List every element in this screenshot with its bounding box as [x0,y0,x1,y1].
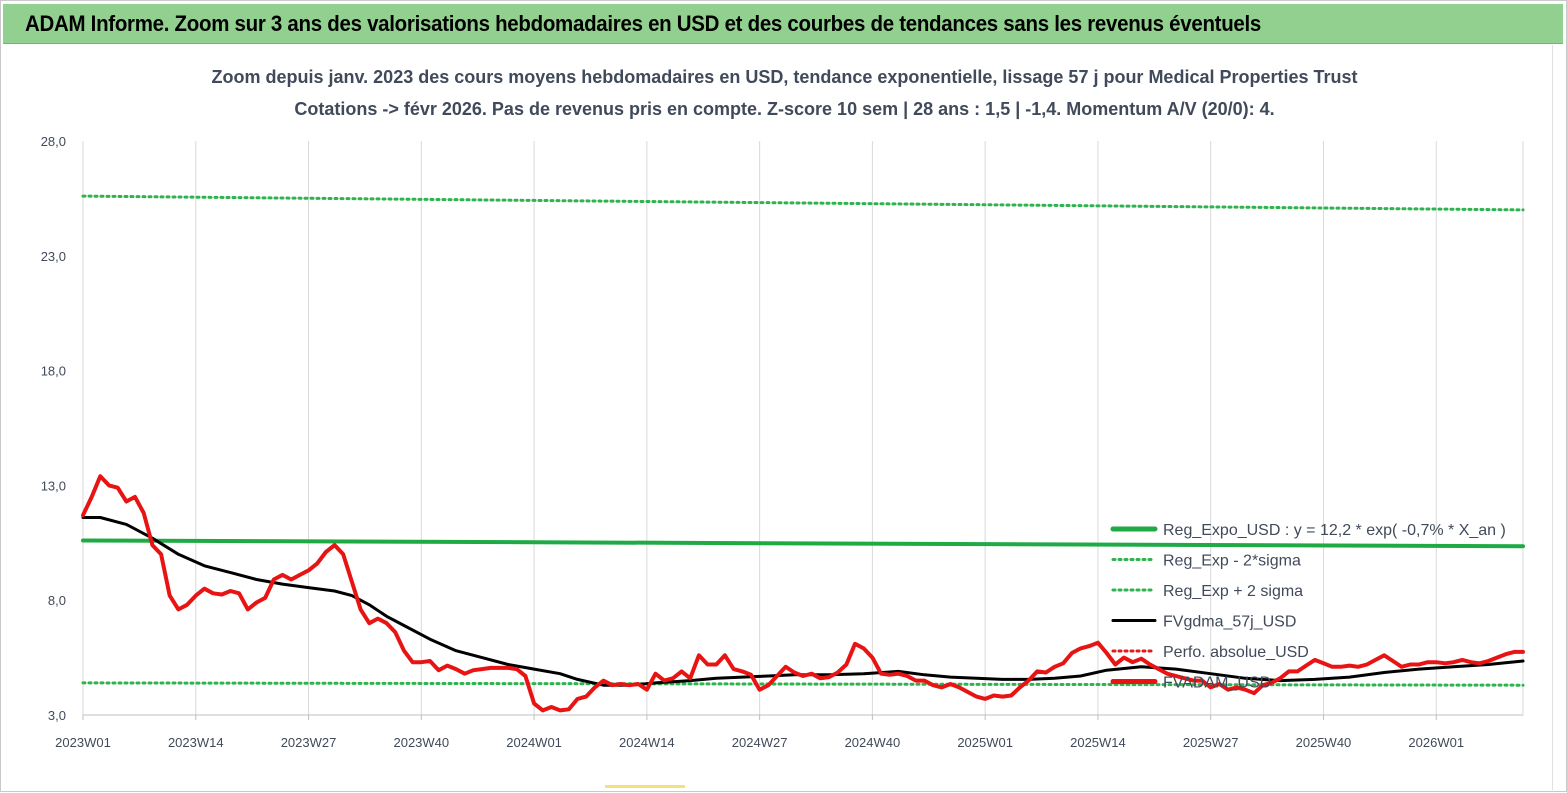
series-line-fvadam_usd [81,474,1525,713]
series-line-reg_exp [81,681,1525,687]
frame-edge [1552,45,1557,790]
legend-entry: Reg_Exp - 2*sigma [1163,553,1301,570]
x-tick-label: 2023W01 [55,735,111,750]
y-tick-label: 3,0 [48,708,66,723]
y-tick-label: 8,0 [48,593,66,608]
y-tick-label: 13,0 [41,478,66,493]
legend-entry: FVgdma_57j_USD [1163,614,1296,631]
chart-subtitle: Cotations -> févr 2026. Pas de revenus p… [294,99,1275,119]
x-tick-label: 2023W27 [281,735,337,750]
x-tick-label: 2026W01 [1408,735,1464,750]
x-tick-label: 2024W40 [845,735,901,750]
x-tick-label: 2024W14 [619,735,675,750]
axes [82,714,1523,720]
x-tick-label: 2023W14 [168,735,224,750]
grid-lines [82,141,1524,715]
bottom-accent [605,785,685,788]
report-header: ADAM Informe. Zoom sur 3 ans des valoris… [3,4,1563,44]
legend-entry: Reg_Exp + 2 sigma [1163,583,1303,600]
x-tick-label: 2024W27 [732,735,788,750]
legend-entry: FVADAM_USD [1163,675,1271,692]
y-tick-label: 28,0 [41,134,66,149]
y-tick-label: 23,0 [41,249,66,264]
x-tick-label: 2025W27 [1183,735,1239,750]
tick-labels: 2023W01 2023W14 2023W27 2023W40 2024W01 2024W… [41,134,1464,750]
x-tick-label: 2023W40 [393,735,449,750]
series-lines [81,194,1525,713]
legend-entry: Reg_Expo_USD : y = 12,2 * exp( -0,7% * X… [1163,522,1506,539]
series-line-reg_exp [81,194,1525,212]
x-tick-label: 2025W40 [1296,735,1352,750]
y-tick-label: 18,0 [41,364,66,379]
legend-entry: Perfo. absolue_USD [1163,644,1309,661]
x-tick-label: 2024W01 [506,735,562,750]
chart-title: Zoom depuis janv. 2023 des cours moyens … [211,67,1358,87]
chart-legend: Reg_Expo_USD : y = 12,2 * exp( -0,7% * X… [1110,522,1506,692]
x-tick-label: 2025W14 [1070,735,1126,750]
x-tick-label: 2025W01 [957,735,1013,750]
series-line-fvgdma_57j_usd [81,516,1525,687]
report-title: ADAM Informe. Zoom sur 3 ans des valoris… [25,11,1262,36]
series-line-reg_expo_usd [81,538,1525,549]
